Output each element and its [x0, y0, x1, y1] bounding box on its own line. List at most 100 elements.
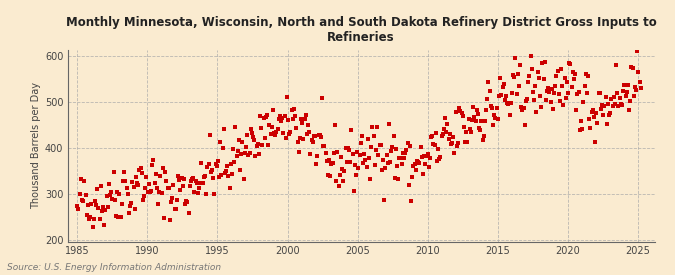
- Point: [529, 98, 539, 102]
- Point: [597, 102, 608, 107]
- Point: [238, 177, 249, 181]
- Point: [585, 126, 596, 131]
- Point: [434, 157, 445, 161]
- Point: [549, 91, 560, 96]
- Point: [447, 141, 458, 145]
- Point: [436, 134, 447, 138]
- Point: [610, 101, 620, 106]
- Point: [519, 123, 530, 128]
- Point: [169, 207, 180, 211]
- Point: [270, 133, 281, 137]
- Point: [417, 172, 428, 176]
- Point: [223, 173, 234, 178]
- Point: [138, 193, 149, 198]
- Point: [455, 109, 466, 113]
- Point: [325, 174, 335, 178]
- Point: [115, 215, 126, 219]
- Point: [296, 116, 306, 121]
- Point: [216, 172, 227, 177]
- Point: [151, 172, 161, 177]
- Point: [291, 126, 302, 130]
- Point: [224, 186, 235, 191]
- Point: [180, 202, 190, 207]
- Point: [302, 123, 313, 127]
- Point: [134, 168, 145, 172]
- Point: [488, 123, 499, 127]
- Point: [477, 138, 488, 142]
- Point: [586, 110, 597, 115]
- Point: [564, 61, 574, 66]
- Point: [592, 121, 603, 125]
- Point: [347, 152, 358, 156]
- Point: [245, 126, 256, 131]
- Point: [353, 166, 364, 170]
- Point: [433, 147, 443, 151]
- Point: [205, 170, 216, 174]
- Point: [95, 184, 106, 188]
- Point: [382, 161, 393, 166]
- Point: [573, 90, 584, 95]
- Point: [552, 69, 563, 73]
- Point: [211, 164, 222, 168]
- Point: [299, 116, 310, 121]
- Point: [307, 139, 318, 144]
- Point: [192, 191, 203, 195]
- Point: [381, 152, 392, 157]
- Point: [264, 123, 275, 127]
- Point: [420, 162, 431, 166]
- Point: [249, 138, 260, 142]
- Point: [580, 72, 591, 76]
- Point: [186, 178, 196, 183]
- Point: [154, 190, 165, 194]
- Point: [248, 135, 259, 139]
- Point: [522, 97, 533, 101]
- Point: [269, 131, 279, 135]
- Point: [545, 100, 556, 104]
- Point: [161, 179, 171, 183]
- Point: [476, 119, 487, 123]
- Point: [279, 114, 290, 119]
- Point: [389, 176, 400, 180]
- Point: [598, 113, 609, 117]
- Point: [606, 97, 617, 101]
- Point: [533, 76, 544, 81]
- Point: [132, 180, 142, 185]
- Point: [304, 130, 315, 134]
- Point: [101, 194, 112, 198]
- Point: [484, 88, 495, 93]
- Point: [518, 106, 529, 110]
- Point: [493, 117, 504, 121]
- Point: [310, 133, 321, 138]
- Point: [352, 150, 362, 154]
- Point: [127, 180, 138, 184]
- Point: [559, 76, 570, 81]
- Point: [562, 80, 572, 84]
- Point: [334, 173, 345, 177]
- Point: [283, 117, 294, 122]
- Point: [142, 190, 153, 194]
- Point: [627, 66, 638, 70]
- Point: [502, 101, 512, 105]
- Point: [360, 158, 371, 162]
- Point: [450, 109, 461, 114]
- Point: [464, 126, 475, 131]
- Point: [159, 216, 169, 220]
- Point: [632, 49, 643, 54]
- Point: [392, 164, 402, 169]
- Point: [407, 175, 418, 180]
- Point: [136, 171, 147, 175]
- Point: [236, 152, 246, 157]
- Point: [619, 83, 630, 87]
- Point: [189, 190, 200, 195]
- Point: [371, 147, 381, 152]
- Point: [395, 156, 406, 160]
- Point: [456, 111, 467, 115]
- Point: [472, 112, 483, 116]
- Point: [410, 168, 421, 172]
- Point: [257, 142, 268, 147]
- Point: [232, 149, 243, 153]
- Point: [375, 143, 386, 147]
- Point: [613, 104, 624, 108]
- Point: [388, 134, 399, 138]
- Point: [256, 126, 267, 130]
